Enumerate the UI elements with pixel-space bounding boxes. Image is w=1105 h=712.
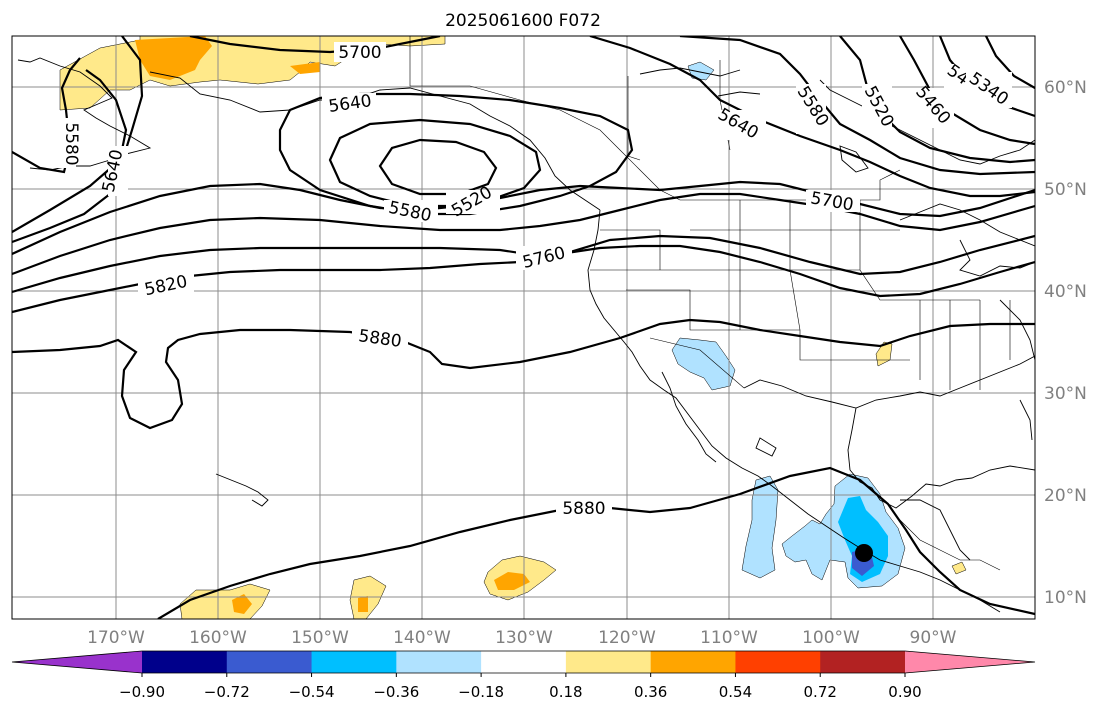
graticule <box>12 36 1035 619</box>
contour-label-layer: 5700 5640 5580 5640 5580 5520 5640 5580 … <box>56 42 1012 519</box>
contour-5700-zonal <box>12 192 1035 276</box>
contour-5700-ak <box>189 36 441 54</box>
colorbar-tick-label: 0.18 <box>549 683 582 701</box>
map-title: 2025061600 F072 <box>445 11 601 31</box>
colorbar-segment <box>311 651 397 673</box>
contour-5640-low <box>278 92 634 216</box>
contour-5880-south <box>157 466 1035 619</box>
colorbar: −0.90 −0.72 −0.54 −0.36 −0.18 0.18 0.36 0.54 0.7… <box>11 650 1036 701</box>
contour-5880-north <box>12 318 1035 430</box>
contour-label: 5580 <box>61 122 81 165</box>
colorbar-segment <box>565 651 652 673</box>
positive-anomaly-bering-core <box>290 62 320 74</box>
latitude-labels: 60°N 50°N 40°N 30°N 20°N 10°N <box>1044 78 1087 608</box>
political-borders <box>409 36 1011 571</box>
positive-anomaly-central-america <box>951 561 967 575</box>
lon-label: 170°W <box>87 628 145 648</box>
negative-anomaly-mexico-core <box>838 496 888 582</box>
positive-anomaly-pacific-west-core <box>232 594 252 614</box>
contour-5520-east <box>839 36 1035 164</box>
colorbar-tick-label: −0.90 <box>119 683 165 701</box>
colorbar-segment <box>820 651 906 673</box>
lat-label: 20°N <box>1044 486 1087 506</box>
lon-label: 110°W <box>700 628 758 648</box>
colorbar-segment <box>226 651 313 673</box>
lat-label: 50°N <box>1044 180 1087 200</box>
map-frame <box>11 35 1036 620</box>
lon-label: 100°W <box>802 628 860 648</box>
positive-anomaly-pacific-east-core <box>494 572 530 590</box>
colorbar-extend-low <box>12 651 142 673</box>
colorbar-segment <box>735 651 821 673</box>
positive-anomaly-pacific-mid-core <box>358 596 368 612</box>
negative-anomaly-mexico <box>741 475 779 579</box>
contour-5640-east <box>589 36 1035 198</box>
lon-label: 130°W <box>495 628 553 648</box>
contour-5340-east <box>985 36 1035 89</box>
lon-label: 160°W <box>189 628 247 648</box>
colorbar-tick-label: 0.54 <box>719 683 752 701</box>
colorbar-tick-label: −0.54 <box>289 683 335 701</box>
lon-label: 120°W <box>598 628 656 648</box>
lat-label: 40°N <box>1044 282 1087 302</box>
contour-label: 5880 <box>562 499 605 519</box>
colorbar-segment <box>142 651 228 673</box>
longitude-labels: 170°W 160°W 150°W 140°W 130°W 120°W 110°… <box>87 628 957 648</box>
contour-5520-low-ring <box>378 138 498 196</box>
colorbar-tick-label: 0.36 <box>634 683 667 701</box>
lon-label: 90°W <box>910 628 957 648</box>
positive-anomaly-pacific-west <box>179 583 271 619</box>
contour-5580-east <box>679 36 1035 176</box>
coastlines <box>17 57 1035 613</box>
storm-center-marker <box>855 544 873 562</box>
lon-label: 150°W <box>291 628 349 648</box>
lat-label: 60°N <box>1044 78 1087 98</box>
colorbar-tick-label: 0.72 <box>804 683 837 701</box>
lon-label: 140°W <box>393 628 451 648</box>
colorbar-extend-high <box>905 651 1035 673</box>
colorbar-segment <box>396 651 482 673</box>
lat-label: 10°N <box>1044 588 1087 608</box>
colorbar-tick-label: −0.18 <box>458 683 504 701</box>
contour-label: 5700 <box>338 43 381 63</box>
colorbar-tick-label: −0.36 <box>373 683 419 701</box>
colorbar-segment <box>650 651 736 673</box>
colorbar-tick-label: −0.72 <box>204 683 250 701</box>
contour-5580-low-ring <box>328 118 542 208</box>
colorbar-tick-label: 0.90 <box>888 683 921 701</box>
colorbar-segment <box>481 651 567 673</box>
map-panel: 5700 5640 5580 5640 5580 5520 5640 5580 … <box>11 35 1036 620</box>
positive-anomaly-alaska-core <box>135 36 212 80</box>
lat-label: 30°N <box>1044 384 1087 404</box>
